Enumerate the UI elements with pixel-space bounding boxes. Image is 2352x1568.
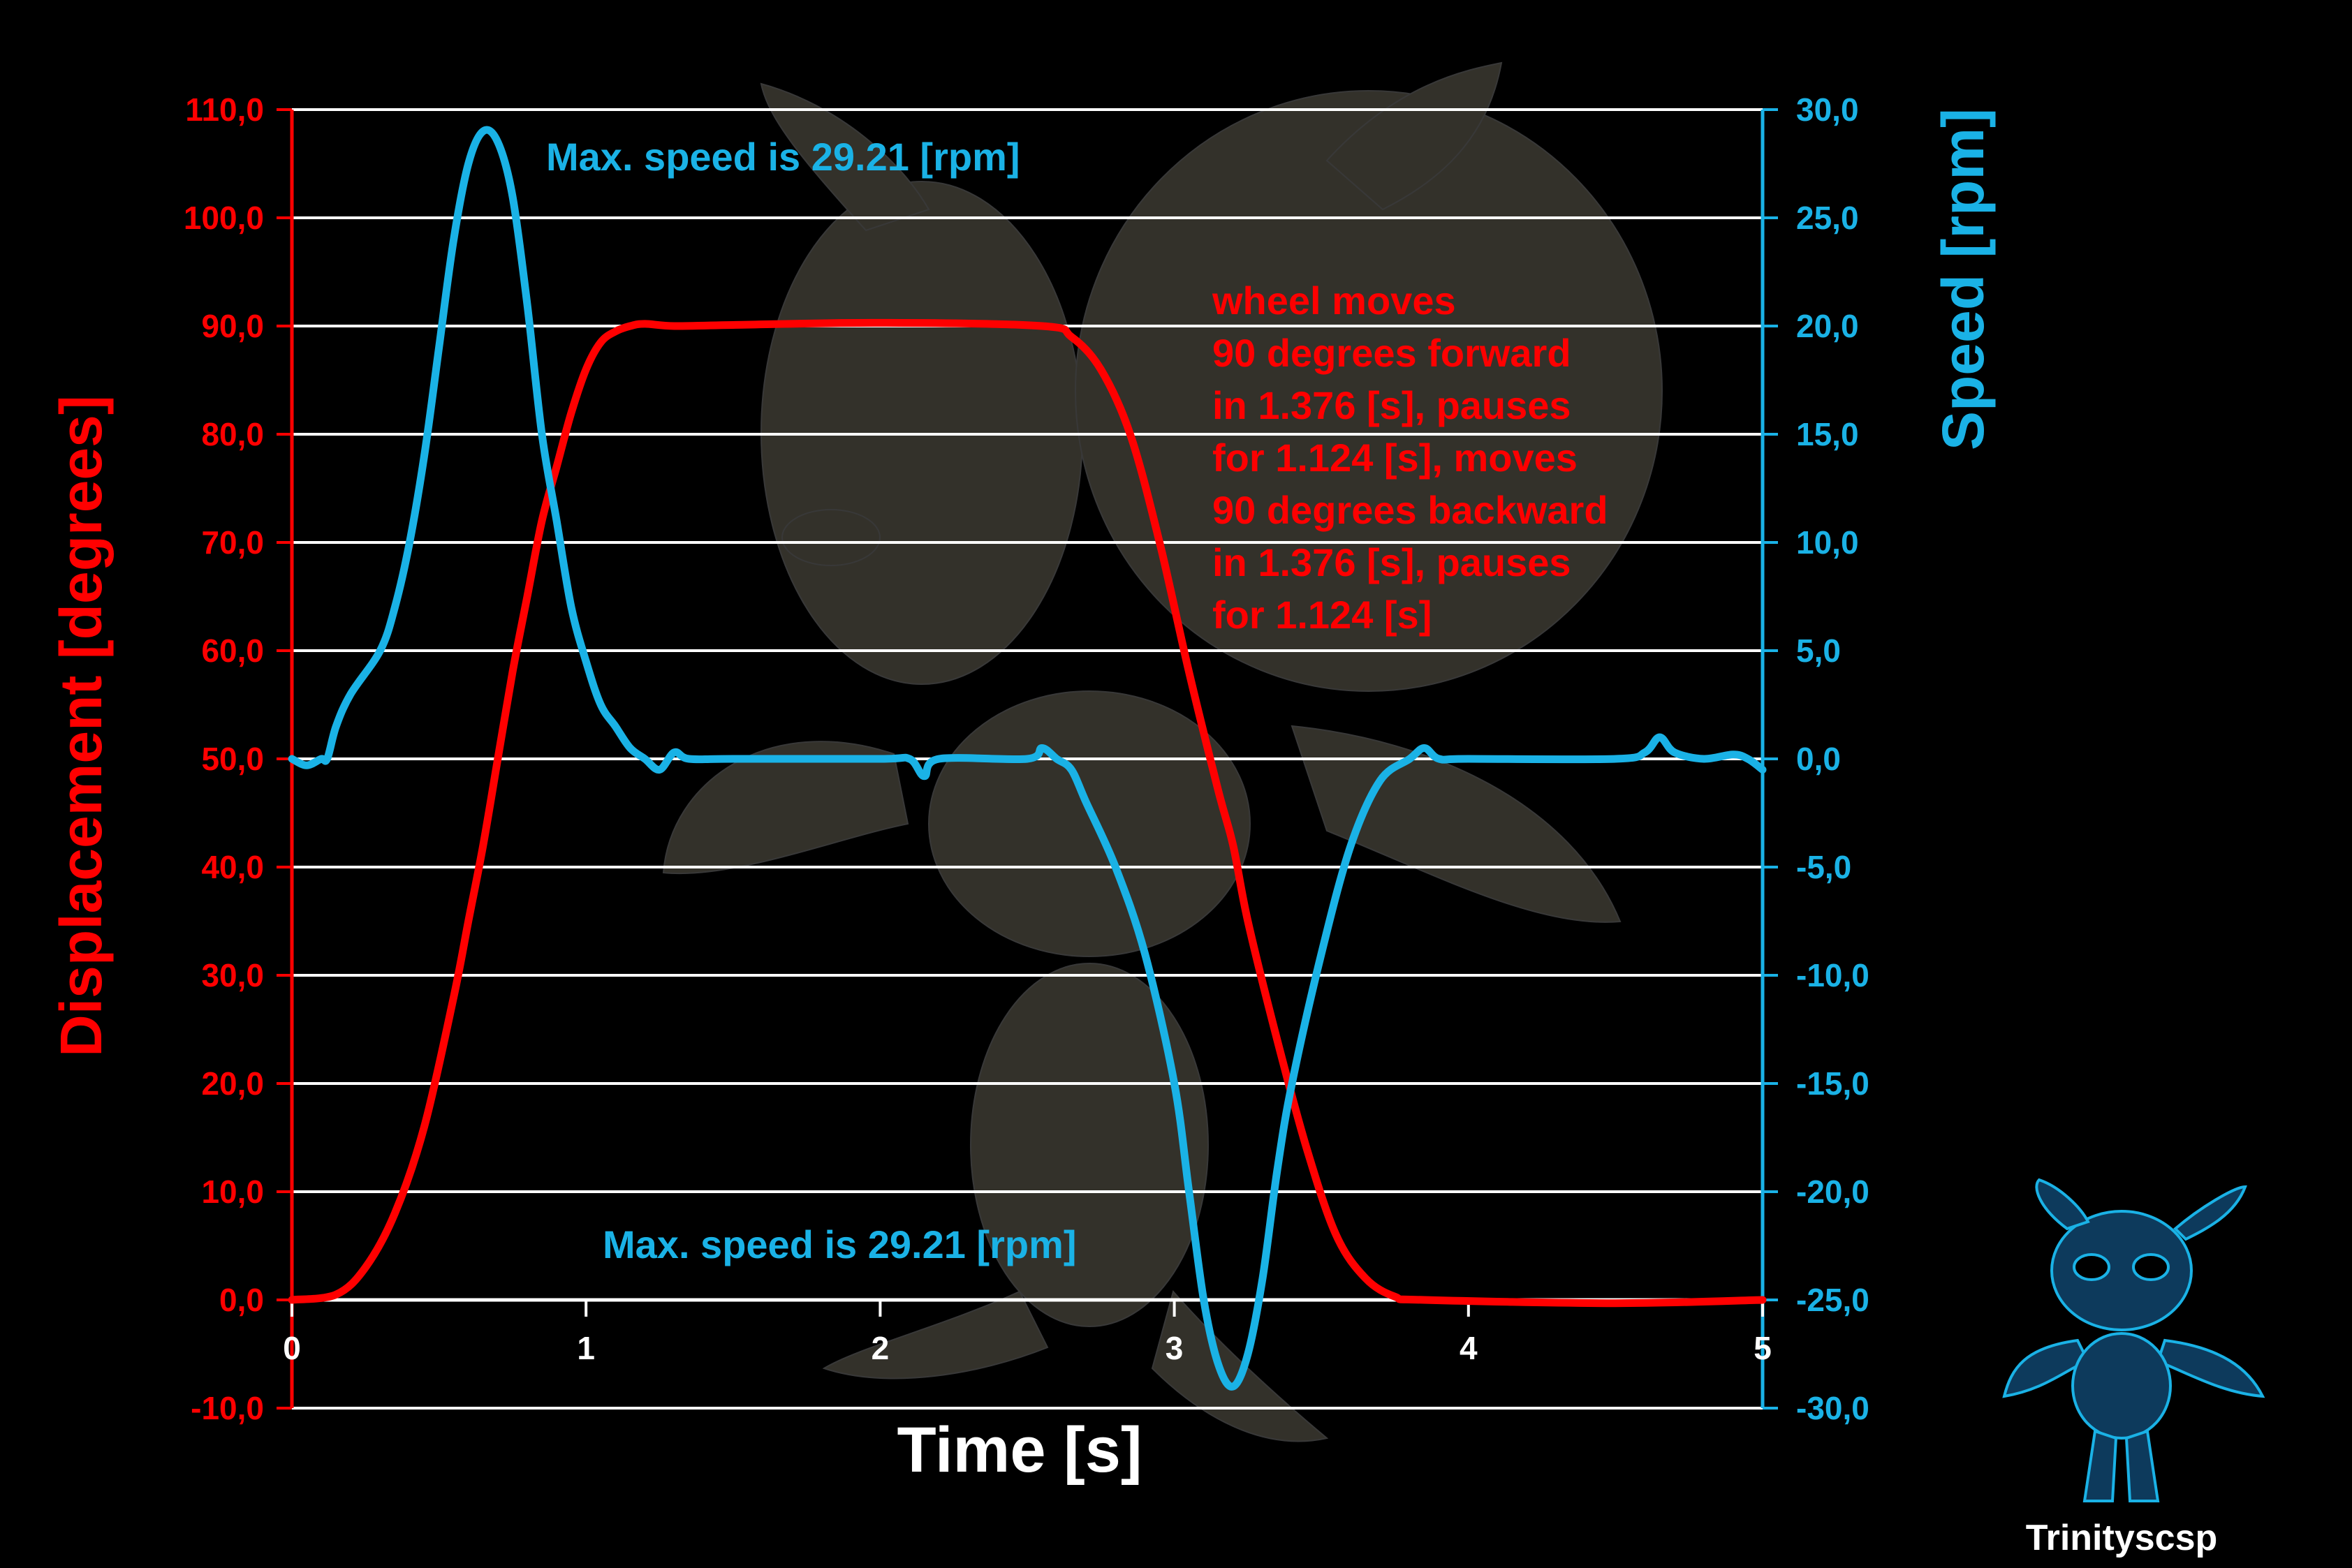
y-tick-label-left: 30,0: [201, 957, 264, 993]
y-tick-label-left: 110,0: [185, 91, 264, 128]
y-tick-label-left: 40,0: [201, 849, 264, 885]
y-axis-label-left: Displacement [degrees]: [48, 395, 114, 1057]
x-tick-label: 0: [283, 1330, 301, 1366]
description-line: 90 degrees backward: [1212, 488, 1608, 532]
x-tick-label: 2: [872, 1330, 890, 1366]
description-line: in 1.376 [s], pauses: [1212, 540, 1571, 584]
y-tick-label-right: 15,0: [1796, 416, 1859, 452]
description-line: for 1.124 [s]: [1212, 593, 1432, 637]
y-tick-label-right: -30,0: [1796, 1390, 1869, 1426]
description-line: for 1.124 [s], moves: [1212, 436, 1578, 480]
y-tick-label-left: 60,0: [201, 633, 264, 669]
annotation-description: wheel moves 90 degrees forward in 1.376 …: [1212, 279, 1608, 637]
y-tick-label-left: 20,0: [201, 1065, 264, 1102]
annotation-max-speed-top: Max. speed is 29.21 [rpm]: [546, 135, 1020, 179]
annotation-max-speed-bottom: Max. speed is 29.21 [rpm]: [603, 1222, 1077, 1266]
y-tick-label-right: -25,0: [1796, 1282, 1869, 1318]
y-tick-label-right: 20,0: [1796, 308, 1859, 344]
description-line: in 1.376 [s], pauses: [1212, 383, 1571, 427]
speed-series-line: [288, 126, 1767, 1391]
y-ticks-left: -10,0 0,0 10,0 20,0 30,0 40,0 50,0 60,0 70,0 80,0…: [184, 91, 292, 1426]
y-tick-label-right: -10,0: [1796, 957, 1869, 993]
y-tick-label-right: -5,0: [1796, 849, 1851, 885]
y-tick-label-right: 10,0: [1796, 524, 1859, 561]
y-axis-label-right: Speed [rpm]: [1930, 108, 1996, 450]
y-tick-label-left: 10,0: [201, 1174, 264, 1210]
series-lines: [288, 126, 1767, 1391]
brand-mascot-logo: [2002, 1178, 2265, 1502]
x-axis-label: Time [s]: [897, 1414, 1142, 1486]
y-tick-label-left: 70,0: [201, 524, 264, 561]
y-tick-label-left: 50,0: [201, 741, 264, 777]
y-tick-label-left: -10,0: [191, 1390, 264, 1426]
y-tick-label-right: 25,0: [1796, 200, 1859, 236]
y-tick-label-right: 30,0: [1796, 91, 1859, 128]
y-tick-label-right: -15,0: [1796, 1065, 1869, 1102]
y-tick-label-left: 80,0: [201, 416, 264, 452]
x-ticks: 0 1 2 3 4 5: [283, 1300, 1772, 1366]
y-ticks-right: -30,0 -25,0 -20,0 -15,0 -10,0 -5,0 0,0 5,0 10,0 1…: [1763, 91, 1869, 1426]
x-tick-label: 3: [1166, 1330, 1184, 1366]
y-tick-label-left: 100,0: [184, 200, 264, 236]
x-tick-label: 1: [577, 1330, 595, 1366]
x-tick-label: 4: [1460, 1330, 1478, 1366]
description-line: wheel moves: [1212, 279, 1456, 323]
brand-name: Trinityscsp: [2026, 1518, 2218, 1558]
description-line: 90 degrees forward: [1212, 331, 1571, 375]
x-tick-label: 5: [1754, 1330, 1772, 1366]
y-tick-label-right: 0,0: [1796, 741, 1841, 777]
y-tick-label-left: 0,0: [219, 1282, 264, 1318]
y-tick-label-left: 90,0: [201, 308, 264, 344]
y-tick-label-right: 5,0: [1796, 633, 1841, 669]
y-tick-label-right: -20,0: [1796, 1174, 1869, 1210]
displacement-series-line: [288, 318, 1767, 1308]
